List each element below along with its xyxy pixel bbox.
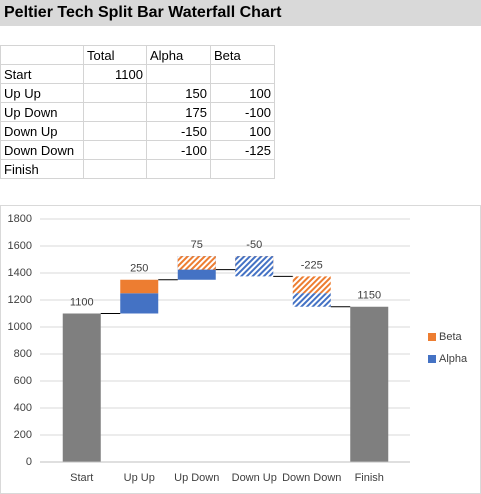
label-cell: Finish	[0, 159, 84, 179]
x-tick-label: Up Down	[174, 472, 219, 484]
bar	[177, 256, 216, 270]
label-cell: Up Up	[0, 83, 84, 103]
table-row: Up Down 175 -100	[0, 102, 275, 122]
number-cell: -100	[146, 140, 211, 160]
label-cell: Start	[0, 64, 84, 84]
data-label: -50	[246, 239, 262, 251]
y-tick-label: 800	[14, 348, 32, 360]
number-cell	[210, 159, 275, 179]
number-cell	[83, 159, 147, 179]
x-tick-label: Finish	[355, 472, 384, 484]
bar	[62, 313, 101, 462]
y-tick-label: 1200	[8, 294, 32, 306]
y-tick-label: 200	[14, 429, 32, 441]
number-cell	[146, 159, 211, 179]
number-cell	[83, 140, 147, 160]
y-tick-label: 600	[14, 375, 32, 387]
y-tick-label: 1800	[8, 213, 32, 225]
number-cell: 175	[146, 102, 211, 122]
bar	[120, 279, 159, 294]
table-row: Finish	[0, 159, 275, 179]
x-tick-label: Down Down	[282, 472, 341, 484]
chart: 0 200 400 600 800 1000 1200 1400 1600 1800 Start 11…	[0, 205, 481, 494]
label-cell: Down Up	[0, 121, 84, 141]
header-cell	[0, 45, 84, 65]
number-cell	[210, 64, 275, 84]
y-tick-label: 1400	[8, 267, 32, 279]
bar	[120, 293, 159, 314]
header-cell: Alpha	[146, 45, 211, 65]
legend-swatch	[428, 333, 436, 341]
header-cell: Total	[83, 45, 147, 65]
legend-swatch	[428, 355, 436, 363]
bar	[235, 256, 274, 277]
sheet-title: Peltier Tech Split Bar Waterfall Chart	[0, 0, 481, 26]
number-cell: 150	[146, 83, 211, 103]
table-row: Down Down -100 -125	[0, 140, 275, 160]
number-cell: -150	[146, 121, 211, 141]
y-tick-label: 0	[26, 456, 32, 468]
number-cell	[83, 121, 147, 141]
data-table: Total Alpha Beta Start 1100 Up Up 150 100 Up Dow…	[0, 45, 275, 179]
bar	[350, 306, 389, 462]
x-tick-label: Start	[70, 472, 93, 484]
data-label: -225	[301, 259, 323, 271]
table-row: Start 1100	[0, 64, 275, 84]
x-tick-label: Up Up	[124, 472, 155, 484]
y-tick-label: 1000	[8, 321, 32, 333]
header-row: Total Alpha Beta	[0, 45, 275, 65]
y-tick-label: 400	[14, 402, 32, 414]
number-cell: 1100	[83, 64, 147, 84]
data-label: 1150	[357, 290, 381, 302]
data-label: 1100	[70, 296, 94, 308]
number-cell: 100	[210, 83, 275, 103]
table-row: Up Up 150 100	[0, 83, 275, 103]
label-cell: Down Down	[0, 140, 84, 160]
number-cell	[146, 64, 211, 84]
table-row: Down Up -150 100	[0, 121, 275, 141]
y-tick-label: 1600	[8, 240, 32, 252]
x-tick-label: Down Up	[232, 472, 277, 484]
number-cell: -100	[210, 102, 275, 122]
bar	[292, 276, 331, 294]
legend-label: Alpha	[439, 353, 468, 365]
number-cell: -125	[210, 140, 275, 160]
label-cell: Up Down	[0, 102, 84, 122]
number-cell: 100	[210, 121, 275, 141]
bar	[292, 293, 331, 307]
legend-label: Beta	[439, 331, 463, 343]
data-label: 75	[191, 239, 203, 251]
number-cell	[83, 102, 147, 122]
header-cell: Beta	[210, 45, 275, 65]
data-label: 250	[130, 263, 148, 275]
number-cell	[83, 83, 147, 103]
